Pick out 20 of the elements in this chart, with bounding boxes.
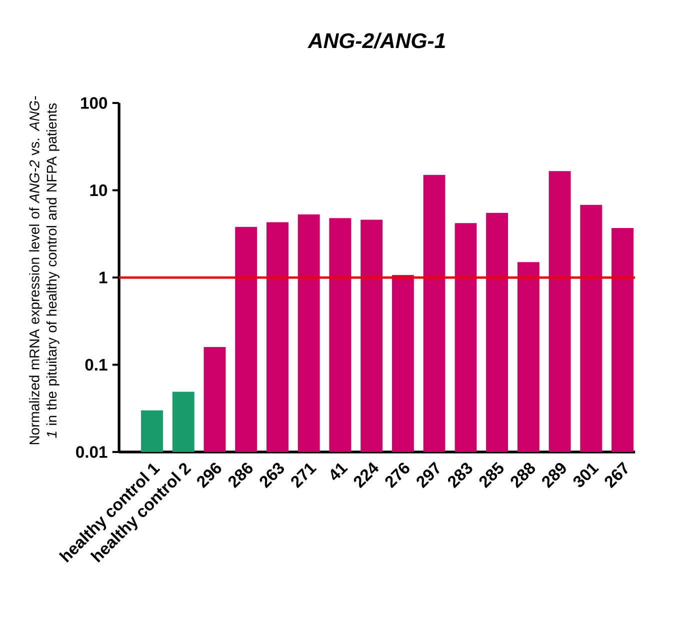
chart-title: ANG-2/ANG-1 [308,32,445,48]
x-tick-label: 301 [573,463,600,488]
x-tick-label: 263 [260,462,284,488]
y-tick-label: 0.1 [85,358,108,371]
x-tick-label: 271 [291,463,317,488]
x-tick-label: 288 [510,462,536,488]
y-tick-label: 100 [81,97,108,109]
x-tick-label: 289 [542,462,566,488]
x-tick-label: 224 [354,462,379,488]
y-tick-label: 1 [100,272,108,284]
x-tick-label: 41 [330,463,348,480]
y-tick-label: 0.01 [76,446,108,458]
x-tick-label: 286 [228,462,253,488]
x-tick-label: 276 [385,462,410,488]
x-tick-label: 297 [416,462,440,488]
x-tick-label: 285 [479,462,504,488]
x-tick-label: 267 [604,462,628,488]
y-tick-label: 10 [90,184,108,196]
x-tick-label: 296 [197,462,222,488]
x-tick-label: 283 [448,462,472,488]
